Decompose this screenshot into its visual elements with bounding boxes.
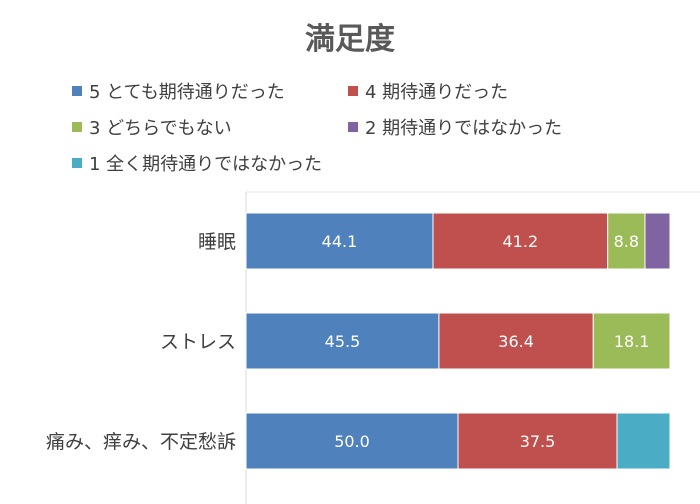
- bar-segment: [245, 312, 440, 370]
- bar-segment: [616, 412, 671, 470]
- data-label: 41.2: [503, 232, 539, 251]
- legend-label: 4 期待通りだった: [365, 82, 509, 103]
- legend-item: 4 期待通りだった: [348, 78, 508, 104]
- category-label: 睡眠: [198, 231, 236, 253]
- chart-title: 満足度: [305, 22, 395, 57]
- legend-label: 3 どちらでもない: [89, 118, 232, 139]
- data-label: 18.1: [614, 332, 650, 351]
- legend-item: 5 とても期待通りだった: [72, 78, 285, 104]
- category-label: ストレス: [160, 331, 236, 353]
- data-label: 50.0: [334, 432, 370, 451]
- bar-segment: [607, 212, 646, 270]
- legend-label: 5 とても期待通りだった: [89, 82, 285, 103]
- legend-label: 2 期待通りではなかった: [365, 118, 563, 139]
- bar-segment: [245, 212, 434, 270]
- legend-swatch: [72, 158, 82, 168]
- data-label: 37.5: [520, 432, 556, 451]
- bar-segment: [245, 412, 459, 470]
- legend-item: 3 どちらでもない: [72, 114, 232, 140]
- legend-swatch: [348, 122, 358, 132]
- legend-swatch: [348, 86, 358, 96]
- bar-segment: [592, 312, 671, 370]
- data-label: 45.5: [325, 332, 361, 351]
- legend-item: 2 期待通りではなかった: [348, 114, 562, 140]
- data-label: 8.8: [614, 232, 639, 251]
- legend-swatch: [72, 122, 82, 132]
- bar-segment: [644, 212, 671, 270]
- data-label: 44.1: [322, 232, 358, 251]
- bar-segment: [457, 412, 618, 470]
- category-label: 痛み、痒み、不定愁訴: [46, 431, 236, 453]
- legend-label: 1 全く期待通りではなかった: [89, 154, 323, 175]
- data-label: 36.4: [498, 332, 534, 351]
- legend-item: 1 全く期待通りではなかった: [72, 150, 322, 176]
- legend-swatch: [72, 86, 82, 96]
- bar-segment: [438, 312, 594, 370]
